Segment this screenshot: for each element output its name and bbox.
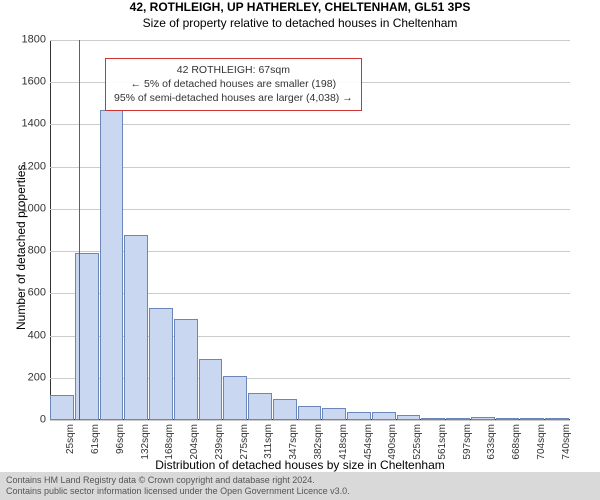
page-title: 42, ROTHLEIGH, UP HATHERLEY, CHELTENHAM,… xyxy=(0,0,600,14)
gridline xyxy=(50,167,570,168)
histogram-bar xyxy=(347,412,371,420)
histogram-bar xyxy=(496,418,520,420)
y-tick-label: 1400 xyxy=(6,119,46,130)
histogram-bar xyxy=(520,418,544,420)
histogram-bar xyxy=(223,376,247,420)
histogram-bar xyxy=(100,110,124,420)
footer-line-2: Contains public sector information licen… xyxy=(6,486,594,497)
y-tick-label: 1200 xyxy=(6,161,46,172)
histogram-bar xyxy=(322,408,346,420)
histogram-bar xyxy=(471,417,495,420)
histogram-bar xyxy=(50,395,74,420)
gridline xyxy=(50,124,570,125)
histogram-bar xyxy=(397,415,421,420)
y-tick-label: 600 xyxy=(6,288,46,299)
histogram-bar xyxy=(273,399,297,420)
histogram-bar xyxy=(248,393,272,420)
y-tick-label: 0 xyxy=(6,415,46,426)
highlight-line xyxy=(79,40,80,420)
histogram-bar xyxy=(124,235,148,420)
y-tick-label: 800 xyxy=(6,246,46,257)
page-subtitle: Size of property relative to detached ho… xyxy=(0,16,600,30)
annotation-line: 42 ROTHLEIGH: 67sqm xyxy=(114,63,353,77)
histogram-bar xyxy=(446,418,470,420)
gridline xyxy=(50,40,570,41)
y-tick-label: 400 xyxy=(6,330,46,341)
annotation-line: ← 5% of detached houses are smaller (198… xyxy=(114,77,353,91)
gridline xyxy=(50,420,570,421)
chart-area: Number of detached properties 0200400600… xyxy=(50,40,570,420)
histogram-bar xyxy=(298,406,322,420)
y-tick-label: 200 xyxy=(6,372,46,383)
histogram-bar xyxy=(421,418,445,420)
gridline xyxy=(50,209,570,210)
histogram-bar xyxy=(372,412,396,420)
footer: Contains HM Land Registry data © Crown c… xyxy=(0,472,600,500)
y-tick-label: 1600 xyxy=(6,77,46,88)
histogram-bar xyxy=(174,319,198,420)
annotation-line: 95% of semi-detached houses are larger (… xyxy=(114,91,353,105)
x-axis-label: Distribution of detached houses by size … xyxy=(0,458,600,472)
footer-line-1: Contains HM Land Registry data © Crown c… xyxy=(6,475,594,486)
histogram-bar xyxy=(149,308,173,420)
annotation-box: 42 ROTHLEIGH: 67sqm← 5% of detached hous… xyxy=(105,58,362,111)
y-axis-line xyxy=(50,40,51,420)
histogram-bar xyxy=(199,359,223,420)
y-tick-label: 1000 xyxy=(6,203,46,214)
histogram-bar xyxy=(545,418,569,420)
y-tick-label: 1800 xyxy=(6,35,46,46)
plot-area: 02004006008001000120014001600180025sqm61… xyxy=(50,40,570,420)
